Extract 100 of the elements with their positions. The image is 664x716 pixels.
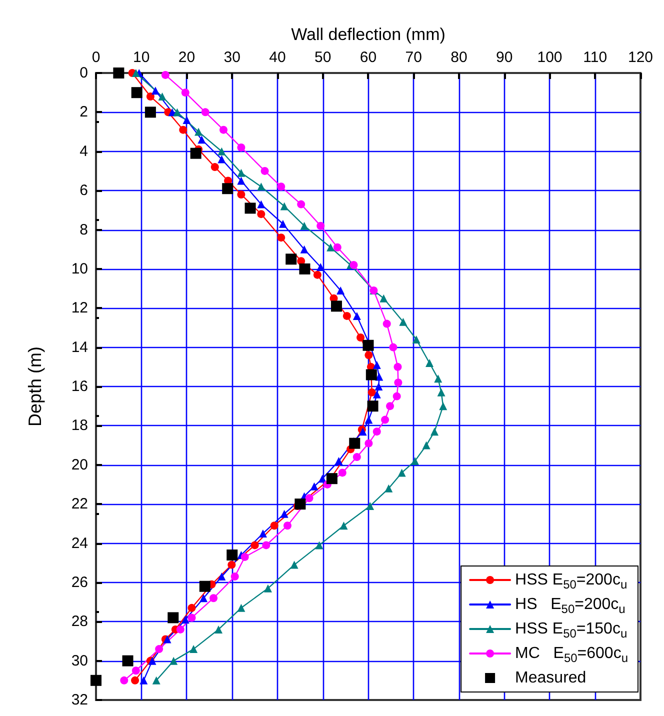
- point: [412, 335, 420, 344]
- y-tick-label: 32: [71, 692, 88, 708]
- point: [286, 254, 297, 265]
- y-tick-label: 8: [80, 221, 88, 238]
- x-tick-label: 90: [496, 49, 513, 66]
- point: [305, 494, 314, 502]
- point: [260, 166, 269, 175]
- point: [237, 143, 246, 152]
- point: [290, 560, 298, 569]
- point: [220, 126, 228, 134]
- point: [340, 522, 348, 530]
- point: [152, 676, 160, 684]
- point: [439, 402, 448, 410]
- point: [264, 584, 272, 592]
- point: [257, 200, 266, 208]
- y-tick-label: 2: [80, 104, 88, 121]
- point: [384, 484, 393, 492]
- point: [410, 456, 419, 465]
- point: [181, 88, 190, 97]
- point: [362, 340, 374, 351]
- x-tick-label: 60: [360, 49, 377, 66]
- point: [210, 594, 218, 602]
- point: [310, 482, 318, 490]
- point: [336, 286, 345, 294]
- point: [382, 320, 391, 328]
- point: [389, 343, 398, 352]
- point: [113, 68, 124, 78]
- point: [280, 510, 288, 518]
- point: [352, 453, 361, 462]
- x-tick-label: 110: [583, 49, 608, 66]
- point: [155, 645, 164, 654]
- point: [173, 108, 182, 116]
- point: [258, 529, 267, 538]
- y-tick-label: 26: [71, 574, 88, 591]
- point: [218, 572, 226, 581]
- x-tick-label: 50: [314, 49, 332, 66]
- point: [199, 580, 210, 592]
- point: [90, 674, 102, 686]
- point: [200, 594, 208, 602]
- point: [313, 270, 322, 279]
- point: [372, 428, 381, 436]
- point: [350, 261, 358, 270]
- point: [131, 87, 142, 98]
- point: [280, 202, 288, 210]
- x-tick-label: 100: [537, 49, 562, 66]
- point: [244, 202, 256, 214]
- point: [300, 222, 308, 230]
- point: [399, 318, 408, 326]
- point: [218, 147, 226, 156]
- point: [188, 614, 196, 622]
- point: [372, 390, 381, 398]
- point: [297, 200, 306, 208]
- x-tick-label: 40: [269, 49, 286, 66]
- point: [352, 312, 361, 320]
- legend-label: Measured: [515, 670, 586, 686]
- y-tick-label: 24: [71, 534, 88, 552]
- point: [342, 312, 351, 320]
- point: [366, 502, 374, 510]
- point: [120, 676, 128, 684]
- point: [257, 210, 266, 218]
- point: [168, 612, 179, 624]
- point: [316, 222, 325, 230]
- point: [230, 572, 239, 581]
- point: [277, 182, 286, 191]
- point: [181, 616, 190, 624]
- point: [237, 176, 246, 185]
- y-tick-label: 18: [71, 417, 88, 434]
- y-tick-label: 4: [80, 142, 88, 160]
- x-tick-label: 80: [450, 49, 468, 66]
- point: [338, 468, 346, 477]
- point: [434, 374, 442, 383]
- point: [356, 334, 365, 342]
- point: [218, 155, 226, 164]
- point: [278, 220, 287, 228]
- y-tick-label: 12: [71, 300, 88, 317]
- y-tick-label: 30: [71, 652, 88, 670]
- point: [237, 190, 246, 198]
- point: [326, 473, 338, 484]
- point: [283, 522, 292, 530]
- point: [237, 604, 246, 612]
- y-axis-title: Depth (m): [25, 346, 45, 427]
- point: [226, 550, 238, 561]
- point: [198, 136, 206, 144]
- point: [333, 243, 342, 252]
- point: [182, 116, 191, 124]
- point: [364, 416, 373, 424]
- point: [262, 541, 270, 550]
- point: [210, 163, 219, 172]
- point: [316, 262, 325, 271]
- y-tick-label: 14: [71, 338, 88, 356]
- point: [368, 388, 376, 396]
- y-tick-label: 16: [71, 378, 88, 395]
- point: [161, 70, 170, 79]
- point: [394, 378, 402, 387]
- point: [179, 126, 188, 134]
- y-tick-label: 10: [71, 260, 88, 278]
- point: [146, 92, 154, 101]
- point: [132, 69, 140, 77]
- point: [386, 402, 394, 410]
- point: [330, 300, 342, 312]
